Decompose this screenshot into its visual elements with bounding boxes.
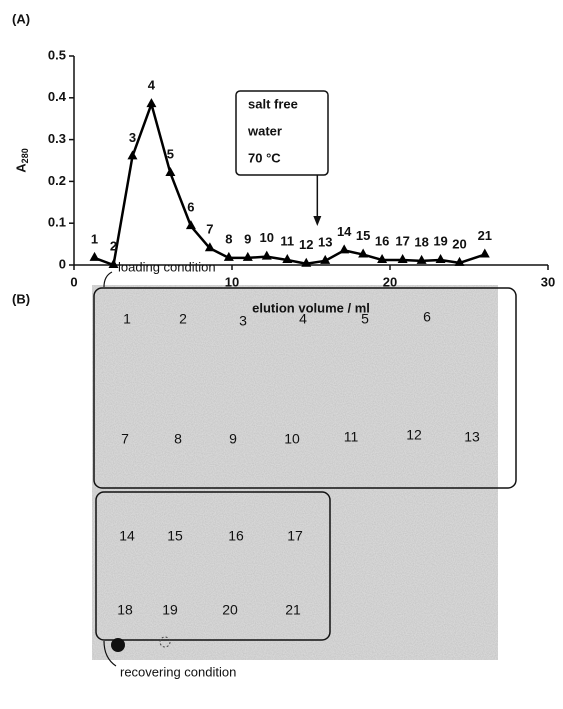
well-label: 6 — [423, 309, 431, 325]
point-label: 8 — [225, 231, 232, 246]
well-label: 14 — [119, 528, 135, 544]
x-tick-label: 30 — [541, 274, 555, 289]
well-label: 13 — [464, 429, 480, 445]
well-label: 15 — [167, 528, 183, 544]
y-tick-label: 0.2 — [48, 173, 66, 188]
well-label: 19 — [162, 602, 178, 618]
well-label: 9 — [229, 431, 237, 447]
x-tick-label: 10 — [225, 274, 239, 289]
y-axis-subscript: 280 — [20, 148, 30, 163]
data-point — [165, 167, 175, 176]
point-label: 18 — [414, 234, 428, 249]
data-point — [339, 244, 349, 253]
group-label: loading condition — [118, 259, 216, 274]
data-point — [186, 220, 196, 229]
point-label: 10 — [260, 230, 274, 245]
point-label: 12 — [299, 237, 313, 252]
x-axis-label: elution volume / ml — [252, 300, 370, 315]
figure: (A) (B) loading condition recovering con… — [0, 0, 563, 709]
point-label: 4 — [148, 78, 156, 93]
well-label: 20 — [222, 602, 238, 618]
point-label: 21 — [478, 228, 492, 243]
y-tick-label: 0.3 — [48, 131, 66, 146]
point-label: 14 — [337, 224, 352, 239]
well-label: 17 — [287, 528, 303, 544]
data-point — [262, 251, 272, 260]
panel-label: (B) — [12, 291, 30, 306]
arrow-head — [313, 216, 321, 226]
well-label: 8 — [174, 431, 182, 447]
data-point — [436, 254, 446, 263]
well-label: 4 — [299, 311, 307, 327]
data-point — [398, 254, 408, 263]
x-tick-label: 0 — [70, 274, 77, 289]
y-tick-label: 0 — [59, 256, 66, 271]
data-point — [90, 252, 100, 261]
point-label: 20 — [452, 236, 466, 251]
annotation-text: water — [247, 123, 282, 138]
point-label: 7 — [206, 222, 213, 237]
well-label: 18 — [117, 602, 133, 618]
annotation-text: salt free — [248, 96, 298, 111]
point-label: 13 — [318, 234, 332, 249]
well-label: 3 — [239, 313, 247, 329]
data-point — [417, 255, 427, 264]
point-label: 16 — [375, 233, 389, 248]
data-point — [243, 252, 253, 261]
point-label: 19 — [433, 233, 447, 248]
well-label: 7 — [121, 431, 129, 447]
point-label: 1 — [91, 231, 98, 246]
spot — [111, 638, 125, 652]
panel-label: (A) — [12, 11, 30, 26]
y-axis-label: A280 — [13, 148, 30, 172]
point-label: 6 — [187, 200, 194, 215]
data-point — [480, 249, 490, 258]
x-tick-label: 20 — [383, 274, 397, 289]
leader-line — [104, 272, 112, 287]
well-label: 21 — [285, 602, 301, 618]
y-tick-label: 0.1 — [48, 215, 66, 230]
well-label: 10 — [284, 431, 300, 447]
annotation-text: 70 °C — [248, 150, 281, 165]
group-label: recovering condition — [120, 664, 236, 679]
point-label: 15 — [356, 228, 370, 243]
y-tick-label: 0.5 — [48, 47, 66, 62]
point-label: 5 — [167, 146, 174, 161]
point-label: 2 — [110, 238, 117, 253]
point-label: 3 — [129, 130, 136, 145]
y-tick-label: 0.4 — [48, 89, 67, 104]
well-label: 2 — [179, 311, 187, 327]
well-label: 11 — [344, 429, 359, 445]
point-label: 11 — [280, 233, 294, 248]
well-label: 5 — [361, 311, 369, 327]
well-label: 12 — [406, 427, 422, 443]
data-point — [127, 150, 137, 159]
point-label: 17 — [395, 233, 409, 248]
well-label: 16 — [228, 528, 244, 544]
point-label: 9 — [244, 231, 251, 246]
data-point — [146, 98, 156, 107]
well-label: 1 — [123, 311, 131, 327]
